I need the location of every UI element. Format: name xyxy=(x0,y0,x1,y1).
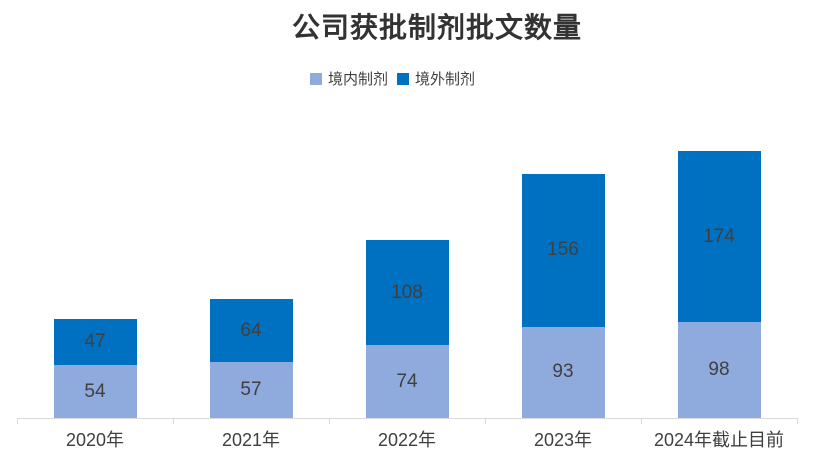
bar-segment-overseas: 64 xyxy=(209,299,293,363)
bar-segment-domestic: 74 xyxy=(365,345,449,418)
legend-item-1: 境内制剂 xyxy=(310,68,388,89)
x-axis-line xyxy=(17,418,798,419)
bar-segment-domestic: 54 xyxy=(53,365,137,418)
data-label: 47 xyxy=(84,331,106,353)
x-axis-tick xyxy=(797,418,798,424)
legend-label: 境内制剂 xyxy=(328,71,389,88)
category-label: 2023年 xyxy=(533,430,593,450)
legend-swatch-icon xyxy=(310,72,322,85)
category-label: 2022年 xyxy=(377,430,437,450)
legend-label: 境外制剂 xyxy=(415,71,476,88)
legend-item-2: 境外制剂 xyxy=(397,68,475,89)
data-label: 156 xyxy=(547,239,579,261)
x-axis-tick xyxy=(173,418,174,424)
data-label: 93 xyxy=(552,361,574,383)
data-label: 64 xyxy=(240,319,262,341)
category-label: 2024年截止目前 xyxy=(653,430,785,450)
bar-segment-overseas: 108 xyxy=(365,239,449,346)
category-label: 2020年 xyxy=(65,430,125,450)
data-label: 74 xyxy=(396,370,418,392)
x-axis-tick xyxy=(485,418,486,424)
data-label: 98 xyxy=(708,358,730,380)
bar-segment-overseas: 174 xyxy=(677,151,761,322)
x-axis-tick xyxy=(641,418,642,424)
legend-swatch-icon xyxy=(397,72,410,85)
data-label: 54 xyxy=(84,380,106,402)
bar-segment-domestic: 98 xyxy=(677,321,761,418)
category-label: 2021年 xyxy=(221,430,281,450)
bar-segment-overseas: 47 xyxy=(53,319,137,366)
bar-segment-domestic: 57 xyxy=(209,362,293,418)
chart-legend: 境内制剂 境外制剂 xyxy=(310,68,475,89)
data-label: 174 xyxy=(703,225,735,247)
data-label: 57 xyxy=(240,379,262,401)
bar-segment-overseas: 156 xyxy=(521,173,605,327)
data-label: 108 xyxy=(391,281,423,303)
x-axis-tick xyxy=(17,418,18,424)
chart-title: 公司获批制剂批文数量 xyxy=(292,12,583,43)
x-axis-tick xyxy=(329,418,330,424)
bar-segment-domestic: 93 xyxy=(521,326,605,418)
